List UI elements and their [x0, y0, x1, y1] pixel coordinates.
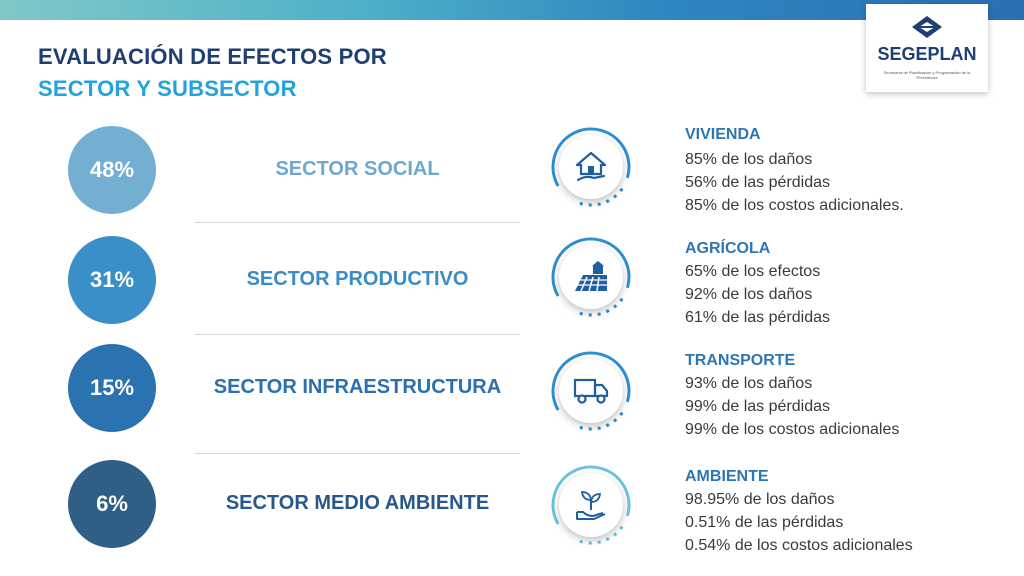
percent-value: 48%	[89, 157, 135, 182]
subsector-title: TRANSPORTE	[685, 352, 796, 369]
percent-badge: 15%	[68, 344, 164, 432]
subsector-line: 0.54% de los costos adicionales	[685, 537, 913, 554]
subsector-icon-ring	[550, 236, 632, 318]
subsector-icon-ring	[550, 126, 632, 208]
sector-row-ambiente: 6% SECTOR MEDIO AMBIENTE AMBIENTE 98.95%…	[0, 460, 1024, 560]
subsector-title: VIVIENDA	[685, 126, 761, 143]
diamond-logo-icon	[912, 16, 942, 38]
subsector-line: 56% de las pérdidas	[685, 174, 830, 191]
subsector-icon-ring	[550, 464, 632, 546]
truck-icon	[573, 378, 609, 404]
logo-subtitle: Secretaría de Planificación y Programaci…	[883, 70, 971, 80]
top-gradient-bar	[0, 0, 1024, 20]
subsector-line: 93% de los daños	[685, 375, 813, 392]
house-hand-icon	[575, 151, 607, 182]
page-title: EVALUACIÓN DE EFECTOS POR	[38, 44, 387, 69]
subsector-line: 92% de los daños	[685, 286, 813, 303]
subsector-line: 61% de las pérdidas	[685, 309, 830, 326]
percent-value: 6%	[96, 491, 128, 516]
subsector-line: 99% de los costos adicionales	[685, 421, 900, 438]
plant-hand-icon	[576, 491, 606, 520]
farm-field-icon	[575, 261, 607, 292]
subsector-line: 98.95% de los daños	[685, 491, 835, 508]
sector-label: SECTOR MEDIO AMBIENTE	[225, 492, 490, 514]
percent-value: 15%	[89, 375, 135, 400]
divider	[195, 334, 520, 335]
subsector-title: AGRÍCOLA	[685, 240, 771, 257]
divider	[195, 453, 520, 454]
logo-name: SEGEPLAN	[877, 44, 977, 64]
percent-badge: 6%	[68, 460, 164, 548]
subsector-line: 0.51% de las pérdidas	[685, 514, 844, 531]
percent-badge: 48%	[68, 126, 164, 214]
sector-label: SECTOR SOCIAL	[275, 158, 440, 180]
subsector-line: 85% de los costos adicionales.	[685, 197, 904, 214]
sector-row-productivo: 31% SECTOR PRODUCTIVO AGRÍCOLA 65% de lo…	[0, 232, 1024, 332]
subsector-line: 65% de los efectos	[685, 263, 821, 280]
subsector-line: 99% de las pérdidas	[685, 398, 830, 415]
subsector-icon-ring	[550, 350, 632, 432]
percent-value: 31%	[89, 267, 135, 292]
subsector-line: 85% de los daños	[685, 151, 813, 168]
divider	[195, 222, 520, 223]
subsector-title: AMBIENTE	[685, 468, 769, 485]
percent-badge: 31%	[68, 236, 164, 324]
logo: SEGEPLAN Secretaría de Planificación y P…	[866, 4, 988, 92]
sector-label: SECTOR PRODUCTIVO	[246, 268, 469, 290]
sector-label: SECTOR INFRAESTRUCTURA	[213, 376, 502, 398]
sector-row-social: 48% SECTOR SOCIAL VIVIENDA 85% de los da…	[0, 120, 1024, 220]
sector-row-infraestructura: 15% SECTOR INFRAESTRUCTURA TRANSPORTE 93…	[0, 344, 1024, 444]
page-subtitle: SECTOR Y SUBSECTOR	[38, 76, 297, 101]
